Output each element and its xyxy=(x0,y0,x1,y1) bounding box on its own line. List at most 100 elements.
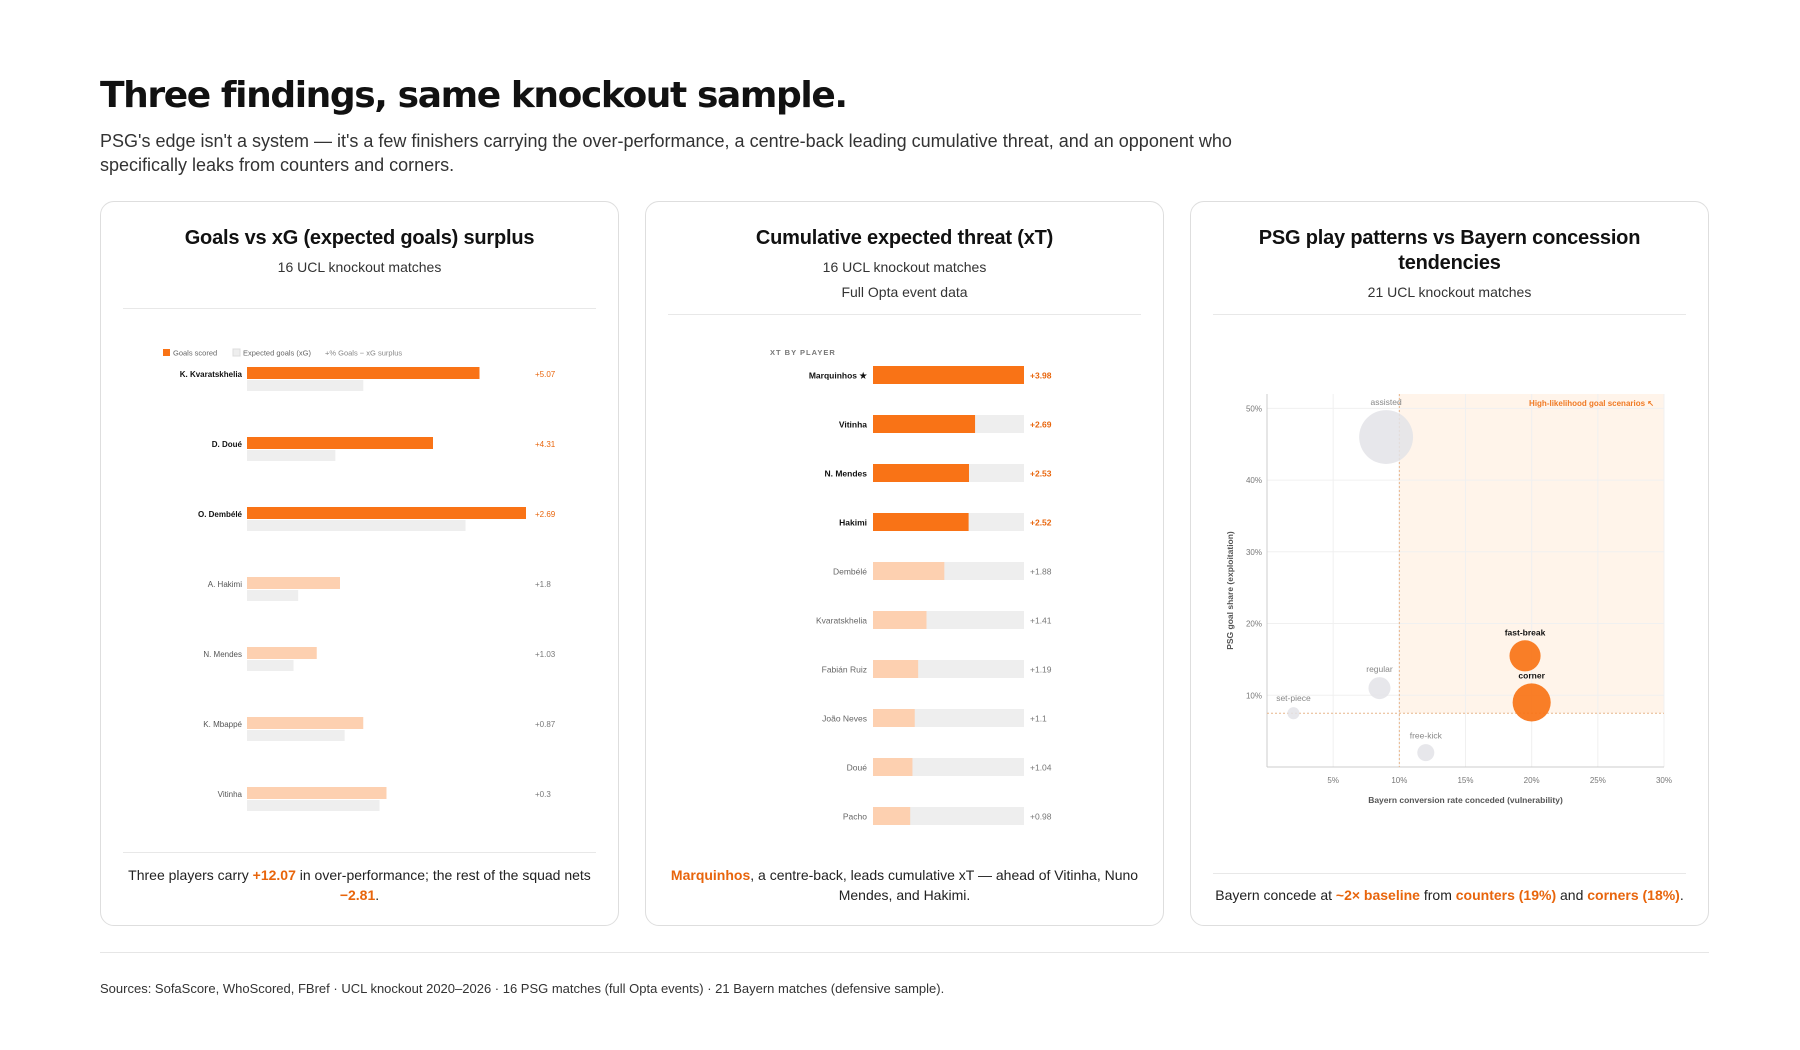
goals-bar xyxy=(247,367,480,379)
x-axis-label: Bayern conversion rate conceded (vulnera… xyxy=(1368,795,1563,805)
note-highlight: +12.07 xyxy=(252,867,296,883)
xt-bar xyxy=(873,415,976,433)
player-label: João Neves xyxy=(822,714,867,724)
xt-value-label: +1.41 xyxy=(1030,616,1052,626)
xt-bar xyxy=(873,807,911,825)
x-tick-label: 25% xyxy=(1590,776,1606,785)
bubble-label: fast-break xyxy=(1505,627,1546,637)
surplus-label: +1.03 xyxy=(535,650,556,659)
page-title: Three findings, same knockout sample. xyxy=(100,75,848,116)
player-label: Kvaratskhelia xyxy=(816,616,867,626)
xg-bar xyxy=(247,380,364,391)
card-title: Goals vs xG (expected goals) surplus xyxy=(184,227,535,249)
divider xyxy=(668,314,1141,315)
card-title: Cumulative expected threat (xT) xyxy=(755,227,1054,249)
xt-bar xyxy=(873,709,915,727)
surplus-label: +1.8 xyxy=(535,580,551,589)
footer-sources: Sources: SofaScore, WhoScored, FBref · U… xyxy=(100,981,945,996)
xt-value-label: +1.04 xyxy=(1030,763,1052,773)
legend-label: Goals scored xyxy=(173,349,217,358)
bubble-label: set-piece xyxy=(1276,693,1311,703)
xt-value-label: +2.69 xyxy=(1030,420,1052,430)
xt-value-label: +1.1 xyxy=(1030,714,1047,724)
card-play-patterns: PSG play patterns vs Bayern concession t… xyxy=(1190,201,1709,926)
goals-bar xyxy=(247,577,340,589)
goals-bar xyxy=(247,437,433,449)
y-tick-label: 50% xyxy=(1246,404,1262,413)
divider xyxy=(123,308,596,309)
goals-bar xyxy=(247,507,526,519)
y-tick-label: 10% xyxy=(1246,691,1262,700)
bubble-regular xyxy=(1368,677,1391,700)
y-tick-label: 20% xyxy=(1246,620,1262,629)
divider xyxy=(1213,314,1686,315)
goals-bar xyxy=(247,717,364,729)
footer-divider xyxy=(100,952,1709,953)
x-tick-label: 5% xyxy=(1327,776,1339,785)
note-text: . xyxy=(1679,887,1684,903)
card-note: Three players carry +12.07 in over-perfo… xyxy=(123,865,596,905)
xt-value-label: +1.19 xyxy=(1030,665,1052,675)
card-subtitle: 16 UCL knockout matches xyxy=(277,259,442,275)
note-text: in over-performance; the rest of the squ… xyxy=(295,867,591,883)
note-highlight: corners (18%) xyxy=(1587,887,1680,903)
xt-bar xyxy=(873,758,913,776)
card-note: Marquinhos, a centre-back, leads cumulat… xyxy=(668,865,1141,905)
chart-section-label: XT BY PLAYER xyxy=(770,348,836,357)
divider xyxy=(123,852,596,853)
player-label: Doué xyxy=(847,763,868,773)
surplus-label: +2.69 xyxy=(535,510,556,519)
xt-track xyxy=(873,807,1024,825)
surplus-label: +0.3 xyxy=(535,790,551,799)
bubble-corner xyxy=(1512,683,1551,722)
xt-value-label: +2.53 xyxy=(1030,469,1052,479)
player-label: Pacho xyxy=(843,812,867,822)
player-label: O. Dembélé xyxy=(198,510,243,519)
xt-value-label: +0.98 xyxy=(1030,812,1052,822)
xt-bar xyxy=(873,562,945,580)
note-highlight: Marquinhos xyxy=(670,867,751,883)
x-tick-label: 20% xyxy=(1524,776,1540,785)
y-tick-label: 30% xyxy=(1246,548,1262,557)
xt-bar xyxy=(873,611,927,629)
divider xyxy=(1213,873,1686,874)
note-highlight: −2.81 xyxy=(339,887,376,903)
xt-bar xyxy=(873,660,919,678)
bubble-fast-break xyxy=(1509,640,1541,672)
xt-bar xyxy=(873,513,969,531)
bubble-label: assisted xyxy=(1371,397,1402,407)
goals-bar xyxy=(247,647,317,659)
surplus-label: +4.31 xyxy=(535,440,556,449)
y-axis-label: PSG goal share (exploitation) xyxy=(1225,531,1235,650)
xt-bar xyxy=(873,464,969,482)
card-title: PSG play patterns vs Bayern concession t… xyxy=(1258,227,1641,274)
note-text: Three players carry xyxy=(128,867,253,883)
xg-bar xyxy=(247,730,345,741)
bubble-label: corner xyxy=(1518,670,1545,680)
legend-swatch xyxy=(232,348,241,357)
x-tick-label: 10% xyxy=(1391,776,1407,785)
surplus-label: +5.07 xyxy=(535,370,556,379)
card-goals-vs-xg: Goals vs xG (expected goals) surplus 16 … xyxy=(100,201,619,926)
xg-bar xyxy=(247,660,294,671)
player-label: Hakimi xyxy=(839,518,867,528)
note-text: Bayern concede at xyxy=(1215,887,1336,903)
note-highlight: counters (19%) xyxy=(1455,887,1557,903)
x-tick-label: 30% xyxy=(1656,776,1672,785)
player-label: N. Mendes xyxy=(824,469,867,479)
bubble-set-piece xyxy=(1287,707,1300,720)
legend-label: +% Goals − xG surplus xyxy=(325,349,402,358)
card-subtitle: 16 UCL knockout matches xyxy=(822,259,987,275)
play-patterns-scatter: 5% 10% 15% 20% 25% 30% 10% 20% 30% 40% 50% High-lik… xyxy=(1225,394,1672,805)
player-label: A. Hakimi xyxy=(208,580,242,589)
card-subtitle: Full Opta event data xyxy=(841,284,968,300)
legend-swatch xyxy=(163,349,170,356)
player-label: D. Doué xyxy=(212,440,243,449)
player-label: K. Mbappé xyxy=(203,720,242,729)
y-tick-label: 40% xyxy=(1246,476,1262,485)
surplus-label: +0.87 xyxy=(535,720,556,729)
xg-bar xyxy=(247,520,466,531)
legend-label: Expected goals (xG) xyxy=(243,349,311,358)
player-label: Fabián Ruiz xyxy=(822,665,867,675)
player-label: K. Kvaratskhelia xyxy=(180,370,243,379)
